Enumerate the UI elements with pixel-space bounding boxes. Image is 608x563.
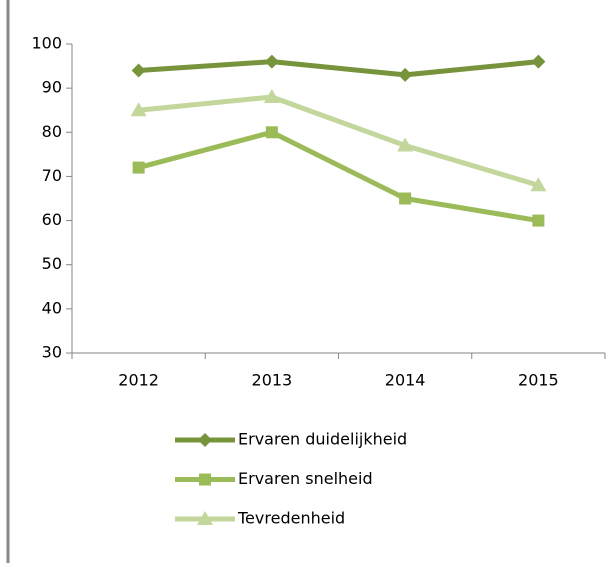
marker	[131, 63, 146, 78]
y-tick-label: 90	[42, 78, 62, 97]
marker	[265, 126, 278, 139]
marker	[130, 102, 147, 117]
series-line	[138, 59, 539, 78]
y-tick-label: 30	[42, 343, 62, 362]
marker	[264, 54, 279, 69]
marker	[398, 67, 413, 82]
x-tick-label: 2012	[118, 371, 159, 390]
marker	[532, 214, 545, 227]
marker	[132, 161, 145, 174]
y-tick-label: 60	[42, 210, 62, 229]
series-line	[138, 94, 540, 188]
marker	[399, 192, 412, 205]
y-tick-label: 70	[42, 166, 62, 185]
legend-label: Ervaren duidelijkheid	[238, 430, 407, 449]
series-line	[137, 129, 539, 224]
marker	[531, 54, 546, 69]
y-tick-label: 40	[42, 298, 62, 317]
marker	[199, 473, 211, 486]
marker	[197, 511, 213, 525]
x-tick-label: 2015	[518, 371, 559, 390]
legend-label: Tevredenheid	[237, 509, 345, 528]
marker	[530, 177, 547, 192]
y-tick-label: 50	[42, 254, 62, 273]
y-tick-label: 100	[31, 34, 62, 53]
x-tick-label: 2013	[252, 371, 293, 390]
x-tick-label: 2014	[385, 371, 426, 390]
legend-label: Ervaren snelheid	[238, 469, 373, 488]
marker	[198, 433, 212, 447]
marker	[397, 137, 414, 152]
marker	[263, 88, 280, 103]
y-tick-label: 80	[42, 122, 62, 141]
